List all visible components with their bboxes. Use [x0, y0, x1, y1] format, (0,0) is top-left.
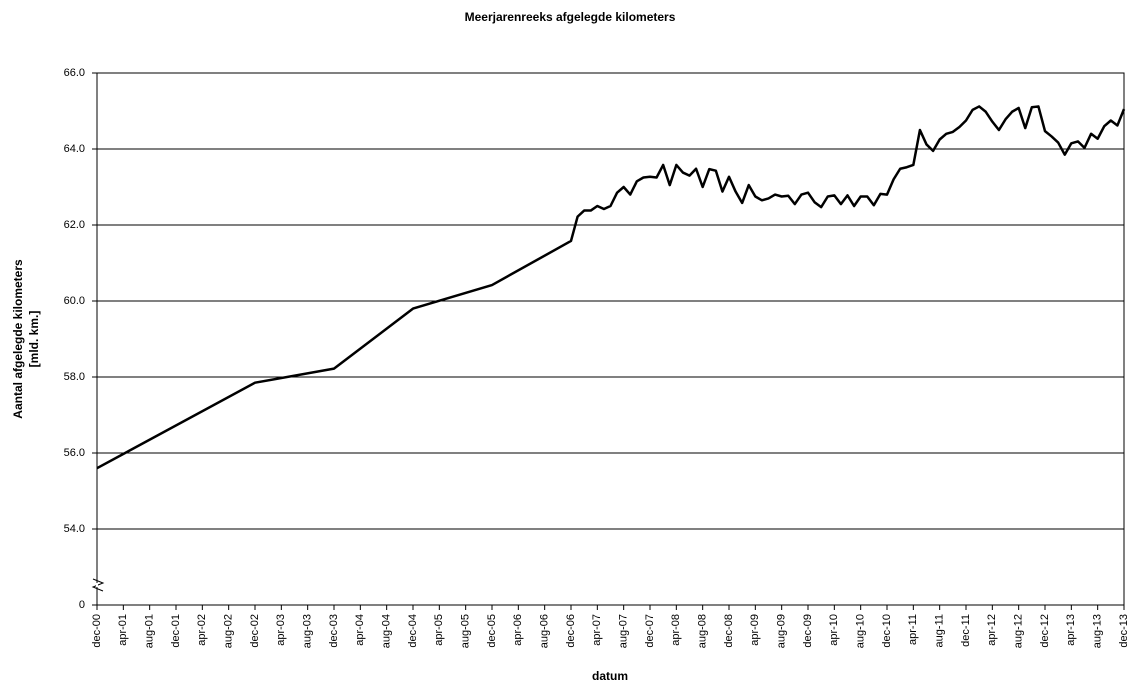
x-tick-label: apr-01: [117, 614, 129, 646]
x-tick-label: aug-11: [934, 614, 946, 647]
x-tick-label: dec-03: [328, 614, 340, 648]
x-tick-label: apr-05: [433, 614, 445, 646]
x-tick-label: apr-10: [828, 614, 840, 646]
x-tick-label: aug-08: [697, 614, 709, 648]
x-tick-label: aug-01: [144, 614, 156, 648]
plot-frame: [96, 72, 1125, 606]
chart-title: Meerjarenreeks afgelegde kilometers: [465, 10, 676, 24]
y-tick-label: 60.0: [64, 295, 85, 307]
y-tick-label: 54.0: [64, 523, 85, 535]
x-tick-label: apr-06: [512, 614, 524, 646]
x-tick-label: apr-04: [354, 614, 366, 646]
y-tick-label: 66.0: [64, 67, 85, 79]
x-tick-label: aug-06: [539, 614, 551, 648]
y-tick-label: 0: [79, 599, 85, 611]
axis-break-gap: [96, 583, 98, 587]
x-tick-label: dec-07: [644, 614, 656, 648]
x-tick-label: apr-08: [670, 614, 682, 646]
x-axis-label: datum: [592, 669, 628, 683]
y-tick-label: 62.0: [64, 219, 85, 231]
x-tick-label: aug-10: [855, 614, 867, 648]
x-tick-label: aug-05: [460, 614, 472, 648]
y-axis-label: Aantal afgelegde kilometers: [11, 259, 25, 419]
x-tick-label: dec-08: [723, 614, 735, 648]
x-tick-label: aug-02: [223, 614, 235, 648]
x-tick-label: dec-04: [407, 614, 419, 648]
x-tick-label: dec-13: [1118, 614, 1130, 648]
x-tick-label: apr-12: [986, 614, 998, 646]
x-tick-label: apr-09: [749, 614, 761, 646]
x-tick-label: aug-04: [381, 614, 393, 648]
x-tick-label: dec-09: [802, 614, 814, 648]
x-tick-label: dec-06: [565, 614, 577, 648]
x-tick-label: dec-00: [91, 614, 103, 648]
y-tick-label: 56.0: [64, 447, 85, 459]
x-tick-label: dec-11: [960, 614, 972, 647]
data-line: [96, 105, 1126, 470]
x-tick-label: aug-09: [776, 614, 788, 648]
x-tick-label: dec-12: [1039, 614, 1051, 648]
y-tick-label: 58.0: [64, 371, 85, 383]
x-tick-label: apr-11: [907, 614, 919, 645]
x-tick-label: aug-13: [1092, 614, 1104, 648]
x-tick-label: aug-03: [302, 614, 314, 648]
y-tick-label: 64.0: [64, 143, 85, 155]
x-tick-label: dec-05: [486, 614, 498, 648]
x-tick-label: apr-03: [275, 614, 287, 646]
x-tick-label: apr-13: [1065, 614, 1077, 646]
x-tick-label: dec-02: [249, 614, 261, 648]
x-tick-label: apr-07: [591, 614, 603, 646]
y-axis-label: [mld. km.]: [27, 311, 41, 368]
x-tick-label: aug-12: [1013, 614, 1025, 648]
x-tick-label: aug-07: [618, 614, 630, 648]
x-tick-label: apr-02: [196, 614, 208, 646]
x-tick-label: dec-10: [881, 614, 893, 648]
x-tick-label: dec-01: [170, 614, 182, 648]
